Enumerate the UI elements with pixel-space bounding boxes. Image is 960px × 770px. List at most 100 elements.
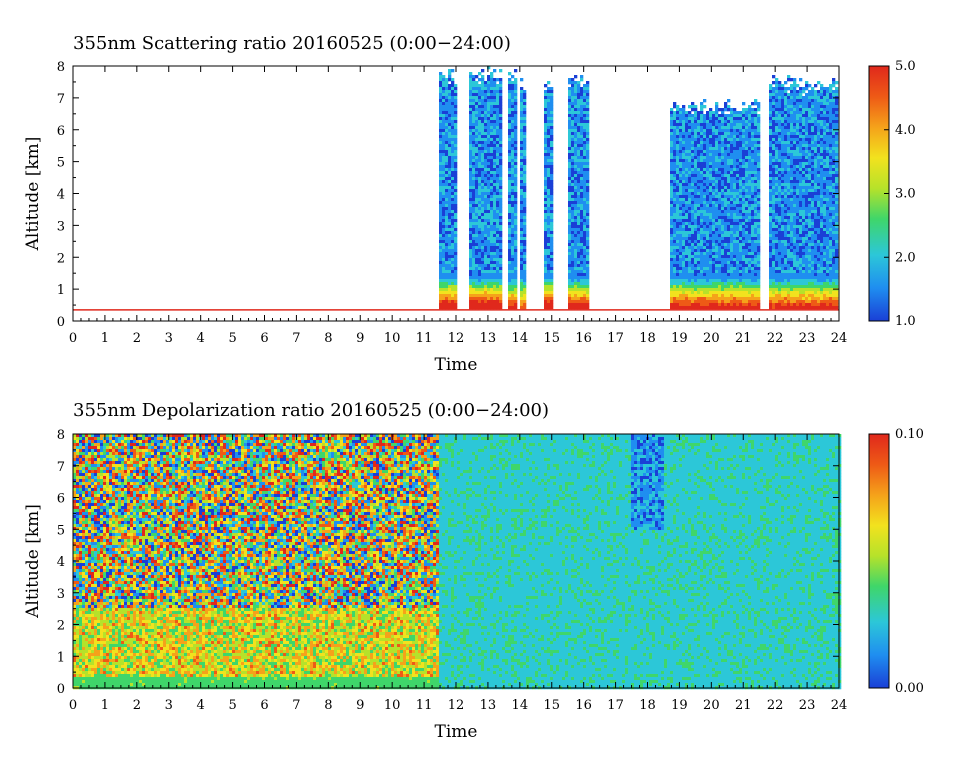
- heatmap-cell: [745, 177, 748, 180]
- heatmap-cell: [724, 114, 727, 117]
- heatmap-cell: [772, 303, 775, 306]
- heatmap-cell: [724, 261, 727, 264]
- heatmap-cell: [688, 120, 691, 123]
- heatmap-cell: [754, 192, 757, 195]
- heatmap-cell: [514, 102, 517, 105]
- heatmap-cell: [583, 168, 586, 171]
- heatmap-cell: [670, 282, 673, 285]
- heatmap-cell: [724, 183, 727, 186]
- heatmap-cell: [775, 246, 778, 249]
- heatmap-cell: [475, 264, 478, 267]
- heatmap-cell: [694, 180, 697, 183]
- heatmap-cell: [484, 81, 487, 84]
- heatmap-cell: [544, 219, 547, 222]
- heatmap-cell: [451, 87, 454, 90]
- heatmap-cell: [694, 153, 697, 156]
- heatmap-cell: [580, 279, 583, 282]
- heatmap-cell: [682, 234, 685, 237]
- heatmap-cell: [673, 273, 676, 276]
- heatmap-cell: [499, 195, 502, 198]
- heatmap-cell: [511, 138, 514, 141]
- heatmap-cell: [712, 141, 715, 144]
- heatmap-cell: [724, 243, 727, 246]
- heatmap-cell: [757, 300, 760, 303]
- heatmap-cell: [751, 165, 754, 168]
- heatmap-cell: [523, 105, 526, 108]
- heatmap-cell: [547, 171, 550, 174]
- heatmap-cell: [442, 174, 445, 177]
- heatmap-cell: [751, 234, 754, 237]
- heatmap-cell: [439, 90, 442, 93]
- heatmap-cell: [586, 255, 589, 258]
- heatmap-cell: [712, 270, 715, 273]
- heatmap-cell: [739, 306, 742, 309]
- heatmap-cell: [697, 135, 700, 138]
- heatmap-cell: [679, 303, 682, 306]
- heatmap-cell: [706, 147, 709, 150]
- heatmap-cell: [478, 231, 481, 234]
- heatmap-cell: [487, 276, 490, 279]
- heatmap-cell: [574, 225, 577, 228]
- heatmap-cell: [739, 162, 742, 165]
- heatmap-cell: [742, 192, 745, 195]
- heatmap-cell: [493, 300, 496, 303]
- heatmap-cell: [520, 189, 523, 192]
- heatmap-cell: [712, 111, 715, 114]
- heatmap-cell: [670, 114, 673, 117]
- heatmap-cell: [586, 219, 589, 222]
- heatmap-cell: [472, 231, 475, 234]
- heatmap-cell: [478, 285, 481, 288]
- heatmap-cell: [739, 180, 742, 183]
- heatmap-cell: [673, 168, 676, 171]
- heatmap-cell: [472, 87, 475, 90]
- heatmap-cell: [772, 75, 775, 78]
- heatmap-cell: [511, 147, 514, 150]
- heatmap-cell: [469, 222, 472, 225]
- heatmap-cell: [679, 123, 682, 126]
- heatmap-cell: [448, 276, 451, 279]
- heatmap-cell: [499, 210, 502, 213]
- heatmap-cell: [775, 279, 778, 282]
- heatmap-cell: [751, 168, 754, 171]
- heatmap-cell: [697, 207, 700, 210]
- heatmap-cell: [481, 165, 484, 168]
- heatmap-cell: [484, 177, 487, 180]
- heatmap-cell: [547, 282, 550, 285]
- heatmap-cell: [580, 285, 583, 288]
- heatmap-cell: [442, 288, 445, 291]
- heatmap-cells: [73, 66, 839, 310]
- heatmap-cell: [676, 264, 679, 267]
- heatmap-cell: [514, 126, 517, 129]
- heatmap-cell: [451, 126, 454, 129]
- heatmap-cell: [718, 219, 721, 222]
- heatmap-cell: [688, 228, 691, 231]
- heatmap-cell: [694, 285, 697, 288]
- heatmap-cell: [676, 195, 679, 198]
- heatmap-cell: [568, 138, 571, 141]
- heatmap-cell: [583, 267, 586, 270]
- heatmap-cell: [685, 252, 688, 255]
- heatmap-cell: [784, 297, 787, 300]
- heatmap-cell: [712, 156, 715, 159]
- heatmap-cell: [550, 150, 553, 153]
- heatmap-cell: [697, 252, 700, 255]
- heatmap-cell: [736, 207, 739, 210]
- heatmap-cell: [700, 207, 703, 210]
- heatmap-cell: [583, 171, 586, 174]
- heatmap-cell: [712, 117, 715, 120]
- heatmap-cell: [712, 126, 715, 129]
- heatmap-cell: [769, 111, 772, 114]
- heatmap-cell: [775, 165, 778, 168]
- heatmap-cell: [583, 174, 586, 177]
- heatmap-cell: [451, 282, 454, 285]
- heatmap-cell: [787, 231, 790, 234]
- heatmap-cell: [574, 207, 577, 210]
- heatmap-cell: [748, 300, 751, 303]
- heatmap-cell: [448, 171, 451, 174]
- heatmap-cell: [487, 165, 490, 168]
- heatmap-cell: [499, 279, 502, 282]
- heatmap-cell: [523, 243, 526, 246]
- heatmap-cell: [496, 252, 499, 255]
- heatmap-cell: [490, 234, 493, 237]
- heatmap-cell: [787, 249, 790, 252]
